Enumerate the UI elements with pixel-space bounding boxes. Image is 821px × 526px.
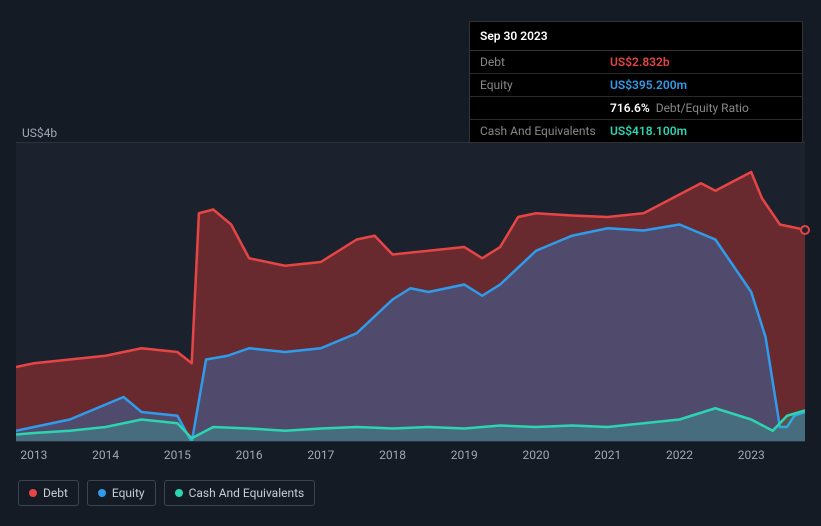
x-tick: 2015 xyxy=(164,448,191,462)
legend-label: Equity xyxy=(112,486,145,500)
tooltip-value: US$2.832b xyxy=(610,55,670,69)
x-axis: 2013 2014 2015 2016 2017 2018 2019 2020 2021 2022… xyxy=(16,448,805,468)
x-tick: 2022 xyxy=(666,448,693,462)
x-tick: 2021 xyxy=(594,448,621,462)
x-tick: 2013 xyxy=(20,448,47,462)
area-chart-svg xyxy=(16,142,805,442)
debt-end-marker xyxy=(800,225,810,235)
chart-tooltip: Sep 30 2023 DebtUS$2.832bEquityUS$395.20… xyxy=(469,21,803,143)
x-tick: 2020 xyxy=(523,448,550,462)
legend-dot-cash xyxy=(175,489,183,497)
tooltip-date: Sep 30 2023 xyxy=(470,22,802,51)
x-tick: 2017 xyxy=(307,448,334,462)
tooltip-value: US$395.200m xyxy=(610,78,687,92)
tooltip-row: 716.6% Debt/Equity Ratio xyxy=(470,97,802,120)
tooltip-label: Cash And Equivalents xyxy=(480,124,610,138)
legend-item-cash[interactable]: Cash And Equivalents xyxy=(164,480,316,506)
tooltip-row: EquityUS$395.200m xyxy=(470,74,802,97)
x-tick: 2023 xyxy=(738,448,765,462)
x-tick: 2016 xyxy=(236,448,263,462)
legend-dot-debt xyxy=(29,489,37,497)
tooltip-row: Cash And EquivalentsUS$418.100m xyxy=(470,120,802,142)
chart-plot-area xyxy=(16,142,805,442)
tooltip-row: DebtUS$2.832b xyxy=(470,51,802,74)
tooltip-value: US$418.100m xyxy=(610,124,687,138)
tooltip-extra: Debt/Equity Ratio xyxy=(656,101,749,115)
legend-label: Cash And Equivalents xyxy=(189,486,305,500)
legend-dot-equity xyxy=(98,489,106,497)
x-tick: 2014 xyxy=(92,448,119,462)
tooltip-value: 716.6% xyxy=(610,101,650,115)
x-tick: 2018 xyxy=(379,448,406,462)
legend: Debt Equity Cash And Equivalents xyxy=(18,480,315,506)
legend-item-debt[interactable]: Debt xyxy=(18,480,79,506)
tooltip-label xyxy=(480,101,610,115)
legend-label: Debt xyxy=(43,486,68,500)
tooltip-label: Debt xyxy=(480,55,610,69)
y-label-top: US$4b xyxy=(22,126,57,140)
legend-item-equity[interactable]: Equity xyxy=(87,480,156,506)
tooltip-label: Equity xyxy=(480,78,610,92)
x-tick: 2019 xyxy=(451,448,478,462)
